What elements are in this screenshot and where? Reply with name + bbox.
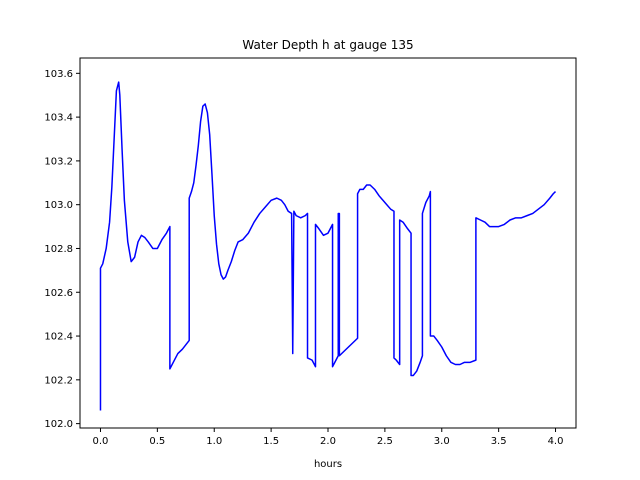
- y-tick-label: 103.2: [44, 156, 73, 167]
- y-tick-label: 102.6: [44, 288, 73, 299]
- y-tick-label: 103.6: [44, 69, 73, 80]
- x-tick-label: 1.5: [263, 436, 279, 447]
- x-axis-label: hours: [314, 459, 342, 470]
- series-line-0: [99, 81, 557, 411]
- y-tick-label: 102.8: [44, 244, 73, 255]
- x-tick-label: 0.5: [149, 436, 165, 447]
- x-tick-label: 1.0: [206, 436, 222, 447]
- y-tick-label: 102.0: [44, 419, 73, 430]
- y-tick-label: 102.2: [44, 375, 73, 386]
- x-tick-label: 2.0: [320, 436, 336, 447]
- y-tick-label: 103.0: [44, 200, 73, 211]
- y-tick-label: 102.4: [44, 332, 73, 343]
- x-tick-label: 3.0: [434, 436, 450, 447]
- x-axis: 0.0 0.5 1.0 1.5 2.0 2.5 3.0 3.5 4.0: [93, 428, 564, 447]
- data-layer: [99, 81, 557, 411]
- chart-title: Water Depth h at gauge 135: [242, 38, 413, 52]
- x-tick-label: 4.0: [548, 436, 564, 447]
- x-tick-label: 3.5: [491, 436, 507, 447]
- y-axis: 102.0 102.2 102.4 102.6 102.8 103.0 103.2 103.4…: [44, 69, 80, 430]
- x-tick-label: 0.0: [93, 436, 109, 447]
- y-tick-label: 103.4: [44, 113, 73, 124]
- x-tick-label: 2.5: [377, 436, 393, 447]
